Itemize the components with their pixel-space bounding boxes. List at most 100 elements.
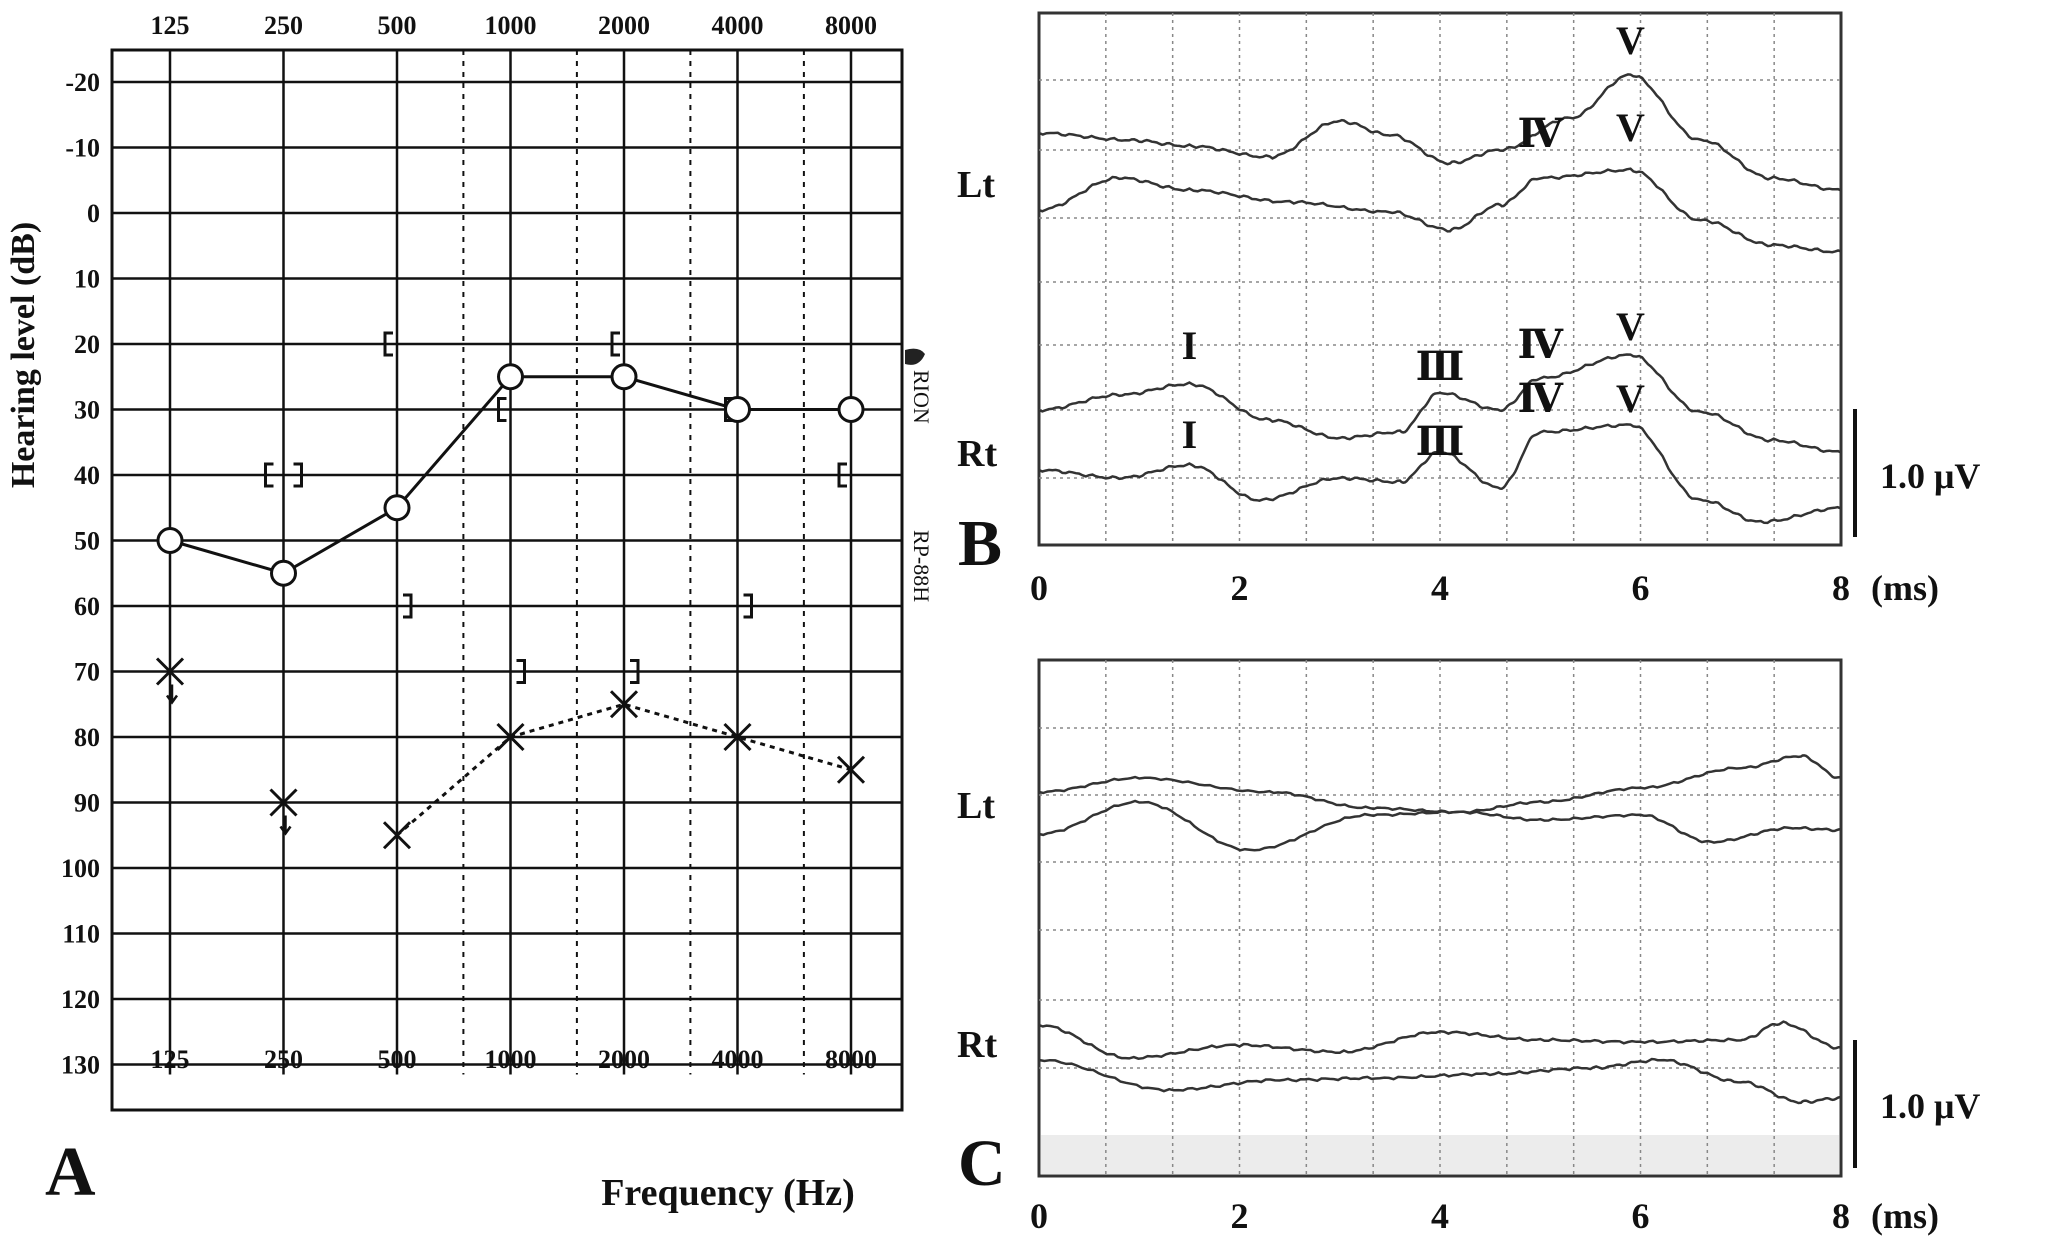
abr-c-shaded-band bbox=[1041, 1135, 1839, 1174]
audiogram-circle-marker bbox=[497, 363, 524, 391]
audiogram-no-response-arrow bbox=[165, 684, 179, 705]
abr-panel-c: 0 2 4 6 8 (ms) Lt Rt 1.0 μV C bbox=[957, 658, 1980, 1236]
audiogram-bracket-left-marker bbox=[837, 462, 847, 488]
audiogram-top-tick-label: 500 bbox=[378, 11, 417, 40]
audiogram-y-tick-label: 60 bbox=[74, 592, 100, 621]
abr-x-unit-label: (ms) bbox=[1871, 568, 1939, 608]
audiogram-cross-marker bbox=[836, 755, 866, 784]
audiogram-cross-marker bbox=[496, 722, 525, 752]
audiogram-bottom-ticks: 125 250 500 1000 2000 4000 8000 bbox=[151, 1045, 878, 1074]
audiogram-series bbox=[155, 331, 866, 850]
abr-b-peak-label: Ⅳ bbox=[1518, 111, 1564, 156]
audiometer-logo bbox=[905, 348, 925, 365]
audiogram-bracket-left-marker bbox=[383, 331, 393, 357]
audiogram-cross-marker bbox=[269, 788, 298, 817]
abr-b-traces bbox=[1038, 73, 1842, 525]
audiogram-bottom-tick-label: 4000 bbox=[712, 1045, 764, 1074]
abr-b-peak-label: V bbox=[1616, 376, 1645, 421]
abr-x-tick-label: 4 bbox=[1431, 568, 1449, 608]
abr-b-lt-trace-2 bbox=[1038, 167, 1842, 254]
abr-x-tick-label: 2 bbox=[1231, 1196, 1249, 1236]
audiogram-frame bbox=[110, 48, 904, 1112]
abr-b-rt-label: Rt bbox=[957, 433, 997, 475]
audiogram-bracket-right-marker bbox=[630, 659, 640, 684]
abr-b-peak-label: Ⅳ bbox=[1518, 376, 1564, 421]
abr-c-rt-trace-2 bbox=[1038, 1057, 1841, 1105]
abr-c-x-ticks: 0 2 4 6 8 (ms) bbox=[1030, 1196, 1939, 1236]
audiogram-x-axis-label: Frequency (Hz) bbox=[601, 1172, 855, 1214]
abr-b-lt-label: Lt bbox=[957, 164, 995, 206]
abr-b-x-ticks: 0 2 4 6 8 (ms) bbox=[1030, 568, 1939, 608]
audiogram-bracket-right-marker bbox=[516, 659, 526, 684]
abr-x-tick-label: 4 bbox=[1431, 1196, 1449, 1236]
abr-x-tick-label: 6 bbox=[1632, 568, 1650, 608]
abr-b-scale-label: 1.0 μV bbox=[1880, 456, 1980, 496]
audiogram-y-tick-label: 0 bbox=[87, 199, 100, 228]
audiogram-bottom-tick-label: 1000 bbox=[485, 1045, 537, 1074]
abr-c-lt-label: Lt bbox=[957, 785, 995, 827]
abr-x-tick-label: 2 bbox=[1231, 568, 1249, 608]
audiogram-cross-marker bbox=[723, 722, 752, 752]
audiogram-y-tick-label: 10 bbox=[74, 265, 100, 294]
audiogram-y-axis-label: Hearing level (dB) bbox=[5, 222, 42, 488]
audiogram-cross-marker bbox=[155, 657, 185, 686]
audiogram-bracket-right-marker bbox=[403, 593, 413, 619]
audiogram-top-tick-label: 125 bbox=[151, 11, 190, 40]
audiometer-model: RP-88H bbox=[909, 530, 934, 602]
audiogram-grid bbox=[112, 50, 902, 1075]
abr-x-tick-label: 8 bbox=[1832, 568, 1850, 608]
abr-x-tick-label: 8 bbox=[1832, 1196, 1850, 1236]
audiogram-circle-marker bbox=[270, 559, 297, 587]
audiogram-top-tick-label: 250 bbox=[264, 11, 303, 40]
audiogram-top-ticks: 125 250 500 1000 2000 4000 8000 bbox=[151, 11, 878, 40]
audiogram-cross-marker bbox=[609, 690, 639, 719]
audiogram-bracket-right-marker bbox=[743, 593, 753, 619]
audiogram-top-tick-label: 1000 bbox=[485, 11, 537, 40]
audiogram-y-tick-label: 50 bbox=[74, 527, 100, 556]
audiogram-bottom-tick-label: 2000 bbox=[598, 1045, 650, 1074]
audiogram-y-ticks: -20 -10 0 10 20 30 40 50 60 70 80 90 100 110 120 130 bbox=[61, 68, 100, 1080]
audiogram-circle-marker bbox=[724, 396, 751, 423]
audiogram-bracket-left-marker bbox=[724, 397, 734, 422]
audiogram-y-tick-label: 80 bbox=[74, 723, 100, 752]
audiogram-top-tick-label: 8000 bbox=[825, 11, 877, 40]
audiogram-bottom-tick-label: 250 bbox=[264, 1045, 303, 1074]
abr-c-lt-trace-1 bbox=[1038, 754, 1842, 814]
audiogram-top-tick-label: 4000 bbox=[712, 11, 764, 40]
audiogram-bracket-pair-left bbox=[264, 462, 274, 488]
panel-a-label: A bbox=[45, 1134, 96, 1211]
panel-b-label: B bbox=[958, 507, 1002, 580]
abr-c-grid bbox=[1039, 660, 1841, 1176]
audiogram-series-line bbox=[396, 702, 852, 837]
audiogram-bottom-tick-label: 8000 bbox=[825, 1045, 877, 1074]
panel-c-label: C bbox=[958, 1127, 1006, 1200]
audiogram-y-tick-label: 30 bbox=[74, 396, 100, 425]
abr-b-peak-label: V bbox=[1616, 304, 1645, 349]
abr-c-scale-label: 1.0 μV bbox=[1880, 1086, 1980, 1126]
audiogram-bracket-left-marker bbox=[610, 331, 620, 357]
audiometer-brand: RION bbox=[909, 370, 934, 424]
abr-b-lt-trace-1 bbox=[1038, 73, 1842, 192]
audiogram-y-tick-label: 110 bbox=[62, 920, 100, 949]
audiogram-y-tick-label: 40 bbox=[74, 461, 100, 490]
audiogram-bracket-pair-right bbox=[293, 462, 303, 488]
abr-x-tick-label: 0 bbox=[1030, 1196, 1048, 1236]
audiogram-circle-marker bbox=[837, 396, 865, 423]
abr-b-peak-label: I bbox=[1182, 323, 1198, 368]
abr-c-lt-trace-2 bbox=[1038, 799, 1842, 852]
audiogram-y-tick-label: -20 bbox=[65, 68, 100, 97]
audiogram-y-tick-label: 90 bbox=[74, 789, 100, 818]
abr-x-tick-label: 0 bbox=[1030, 568, 1048, 608]
audiogram-y-tick-label: 70 bbox=[74, 658, 100, 687]
audiogram-y-tick-label: -10 bbox=[65, 134, 100, 163]
abr-c-traces bbox=[1038, 754, 1842, 1105]
audiogram-circle-marker bbox=[610, 363, 638, 391]
abr-b-rt-trace-2 bbox=[1038, 423, 1842, 525]
audiogram-y-tick-label: 120 bbox=[61, 985, 100, 1014]
audiogram-bracket-left-marker bbox=[497, 397, 507, 422]
audiogram-y-tick-label: 130 bbox=[61, 1051, 100, 1080]
audiogram-top-tick-label: 2000 bbox=[598, 11, 650, 40]
abr-x-unit-label: (ms) bbox=[1871, 1196, 1939, 1236]
